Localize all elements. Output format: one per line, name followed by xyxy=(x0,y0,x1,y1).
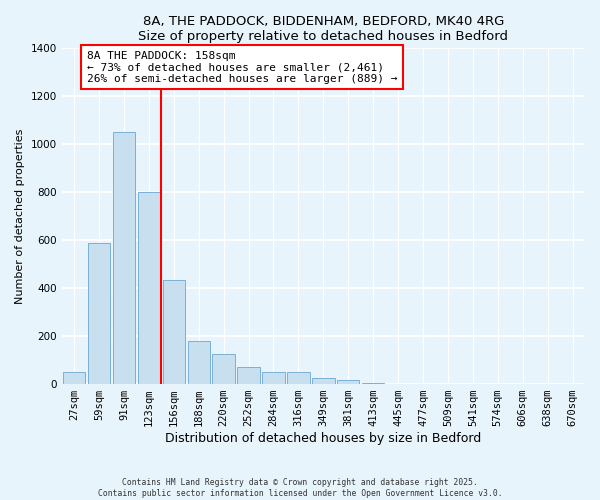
Title: 8A, THE PADDOCK, BIDDENHAM, BEDFORD, MK40 4RG
Size of property relative to detac: 8A, THE PADDOCK, BIDDENHAM, BEDFORD, MK4… xyxy=(139,15,508,43)
X-axis label: Distribution of detached houses by size in Bedford: Distribution of detached houses by size … xyxy=(165,432,481,445)
Bar xyxy=(312,378,335,384)
Text: 8A THE PADDOCK: 158sqm
← 73% of detached houses are smaller (2,461)
26% of semi-: 8A THE PADDOCK: 158sqm ← 73% of detached… xyxy=(86,50,397,84)
Bar xyxy=(163,280,185,384)
Y-axis label: Number of detached properties: Number of detached properties xyxy=(15,128,25,304)
Bar xyxy=(137,192,160,384)
Bar xyxy=(188,341,210,384)
Bar xyxy=(238,368,260,384)
Bar xyxy=(63,372,85,384)
Bar xyxy=(287,372,310,384)
Bar xyxy=(362,383,385,384)
Bar xyxy=(113,132,135,384)
Bar xyxy=(212,354,235,384)
Bar xyxy=(337,380,359,384)
Bar xyxy=(88,242,110,384)
Text: Contains HM Land Registry data © Crown copyright and database right 2025.
Contai: Contains HM Land Registry data © Crown c… xyxy=(98,478,502,498)
Bar xyxy=(262,372,285,384)
